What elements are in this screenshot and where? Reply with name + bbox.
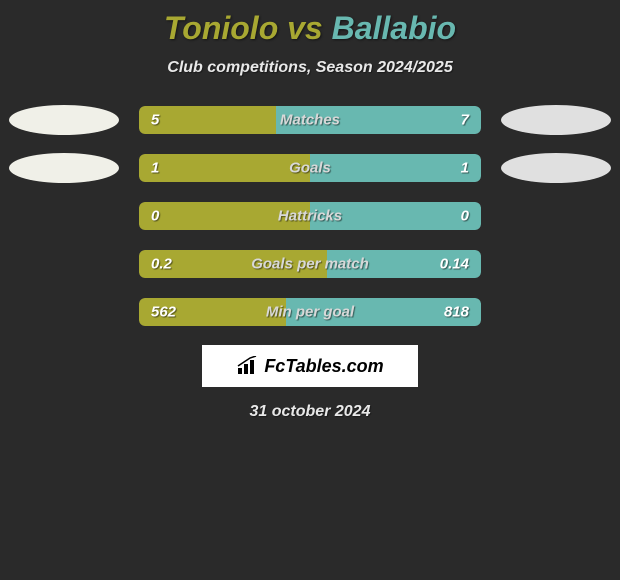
stat-right-value: 0.14 xyxy=(440,256,469,273)
stat-right-value: 818 xyxy=(444,304,469,321)
stat-right-value: 1 xyxy=(461,160,469,177)
bar-left-fill xyxy=(139,106,276,134)
stat-label: Goals xyxy=(289,160,331,177)
stat-bar: 0 0 Hattricks xyxy=(139,202,481,230)
date-text: 31 october 2024 xyxy=(250,403,371,421)
stat-row: 0 0 Hattricks xyxy=(0,201,620,231)
comparison-title: Toniolo vs Ballabio xyxy=(164,10,456,47)
player1-ellipse-icon xyxy=(9,105,119,135)
stat-bar: 0.2 0.14 Goals per match xyxy=(139,250,481,278)
vs-text: vs xyxy=(287,10,323,46)
stat-right-value: 7 xyxy=(461,112,469,129)
player1-name: Toniolo xyxy=(164,10,278,46)
stat-row: 5 7 Matches xyxy=(0,105,620,135)
stats-container: 5 7 Matches 1 1 Goals 0 0 Hattricks 0.2 0.14 Goals … xyxy=(0,105,620,327)
player2-name: Ballabio xyxy=(332,10,456,46)
logo-text: FcTables.com xyxy=(264,356,383,377)
stat-label: Min per goal xyxy=(266,304,354,321)
stat-left-value: 0 xyxy=(151,208,159,225)
stat-left-value: 562 xyxy=(151,304,176,321)
stat-right-value: 0 xyxy=(461,208,469,225)
stat-row: 562 818 Min per goal xyxy=(0,297,620,327)
stat-label: Goals per match xyxy=(251,256,369,273)
stat-left-value: 1 xyxy=(151,160,159,177)
subtitle: Club competitions, Season 2024/2025 xyxy=(167,59,452,77)
stat-row: 1 1 Goals xyxy=(0,153,620,183)
player2-ellipse-icon xyxy=(501,153,611,183)
stat-bar: 5 7 Matches xyxy=(139,106,481,134)
logo-box: FcTables.com xyxy=(202,345,418,387)
stat-label: Matches xyxy=(280,112,340,129)
stat-left-value: 5 xyxy=(151,112,159,129)
stat-bar: 1 1 Goals xyxy=(139,154,481,182)
stat-left-value: 0.2 xyxy=(151,256,172,273)
bar-left-fill xyxy=(139,154,310,182)
bar-right-fill xyxy=(310,154,481,182)
logo-content: FcTables.com xyxy=(236,356,383,377)
stat-row: 0.2 0.14 Goals per match xyxy=(0,249,620,279)
stat-label: Hattricks xyxy=(278,208,342,225)
stat-bar: 562 818 Min per goal xyxy=(139,298,481,326)
player1-ellipse-icon xyxy=(9,153,119,183)
player2-ellipse-icon xyxy=(501,105,611,135)
chart-icon xyxy=(236,356,260,376)
